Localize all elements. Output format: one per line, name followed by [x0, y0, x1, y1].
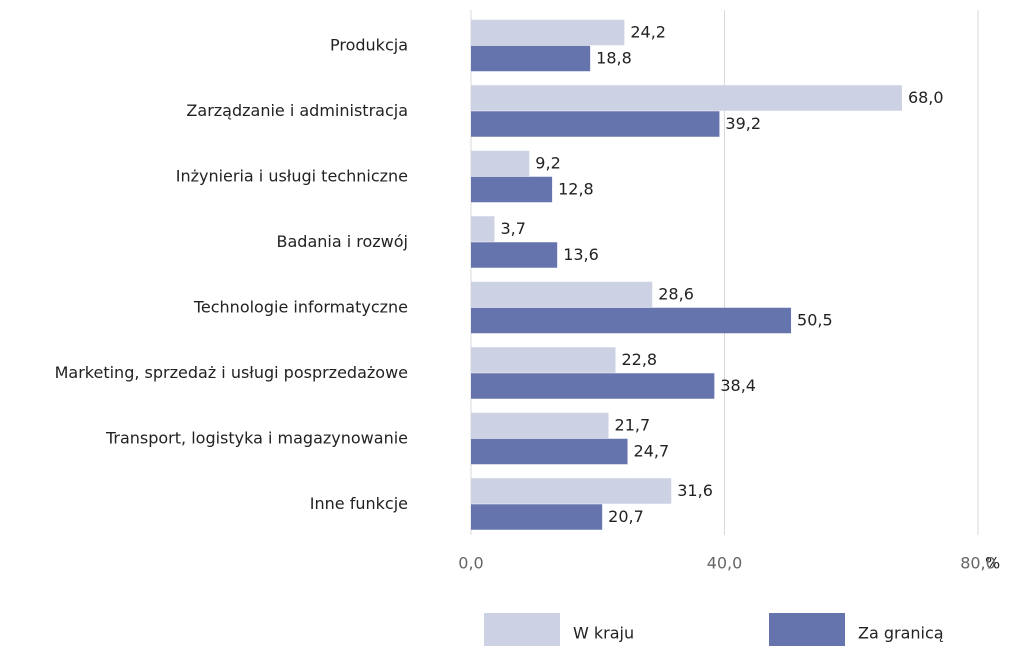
value-label: 21,7	[615, 415, 651, 434]
x-tick-label: 40,0	[707, 554, 743, 573]
bar	[471, 176, 553, 203]
value-label: 20,7	[608, 507, 644, 526]
value-label: 24,7	[634, 441, 670, 460]
x-axis-unit: %	[985, 554, 1000, 573]
bar	[471, 281, 653, 308]
bar	[471, 504, 603, 530]
y-tick-label: Zarządzanie i administracja	[186, 101, 408, 120]
value-label: 50,5	[797, 310, 833, 329]
value-label: 38,4	[720, 376, 756, 395]
y-tick-label: Technologie informatyczne	[193, 297, 408, 316]
value-label: 68,0	[908, 88, 944, 107]
y-tick-label: Marketing, sprzedaż i usługi posprzedażo…	[55, 363, 408, 382]
bar	[471, 347, 616, 373]
x-tick-label: 80,0	[960, 554, 996, 573]
value-label: 22,8	[621, 350, 657, 369]
x-tick-label: 0,0	[458, 554, 483, 573]
legend-label: W kraju	[573, 624, 634, 643]
legend-label: Za granicą	[858, 624, 944, 643]
value-label: 31,6	[677, 481, 713, 500]
bar	[471, 45, 591, 72]
y-tick-label: Produkcja	[330, 35, 408, 54]
y-tick-label: Badania i rozwój	[277, 232, 408, 251]
y-tick-label: Transport, logistyka i magazynowanie	[105, 428, 408, 447]
y-tick-label: Inne funkcje	[310, 494, 408, 513]
bar	[471, 412, 609, 439]
bar	[471, 216, 495, 242]
bar	[471, 85, 902, 111]
value-label: 28,6	[658, 284, 694, 303]
value-label: 9,2	[535, 153, 560, 172]
bar	[471, 478, 672, 504]
legend-swatch	[769, 613, 845, 646]
value-label: 39,2	[725, 114, 761, 133]
bar	[471, 19, 625, 46]
bar	[471, 438, 628, 465]
value-label: 18,8	[596, 48, 632, 67]
bar	[471, 307, 792, 334]
bar	[471, 111, 720, 137]
legend-swatch	[484, 613, 560, 646]
bar	[471, 373, 715, 399]
bar	[471, 242, 558, 268]
y-tick-label: Inżynieria i usługi techniczne	[176, 166, 408, 185]
value-label: 3,7	[500, 219, 525, 238]
value-label: 24,2	[630, 22, 666, 41]
bar	[471, 150, 530, 177]
value-label: 13,6	[563, 245, 599, 264]
value-label: 12,8	[558, 179, 594, 198]
